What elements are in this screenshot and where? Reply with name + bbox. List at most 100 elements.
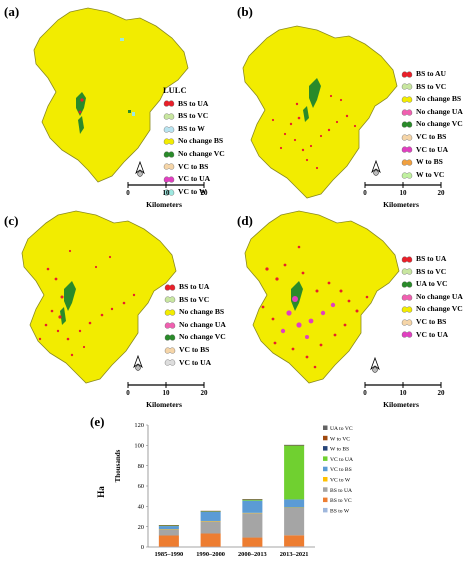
chart-legend-swatch: [323, 477, 328, 482]
legend-swatch-icon: [163, 125, 175, 134]
legend-item: No change VC: [401, 118, 463, 131]
bar-segment: [158, 525, 179, 527]
legend-swatch-icon: [164, 333, 176, 342]
chart-legend-swatch: [323, 466, 328, 472]
north-arrow-icon: [132, 354, 144, 376]
legend-item: VC to BS: [164, 344, 226, 357]
legend-label: No change UA: [416, 291, 463, 301]
legend-label: BS to VC: [416, 81, 447, 91]
legend-label: BS to VC: [178, 111, 209, 121]
legend-label: VC to BS: [179, 344, 210, 354]
north-arrow-icon: [370, 159, 382, 181]
map-panel-d: (d) BS to UA BS to VC UA to VC No change UA…: [237, 207, 474, 409]
north-arrow-icon: [369, 356, 381, 378]
chart-legend-swatch: [323, 497, 328, 503]
legend-swatch-icon: [401, 171, 413, 180]
scale-tick-10: 10: [162, 189, 170, 197]
legend-item: UA to VC: [401, 278, 463, 291]
legend-item: BS to W: [163, 123, 225, 136]
legend-swatch-icon: [401, 120, 413, 129]
y-tick-label: 120: [134, 422, 144, 429]
legend-swatch-icon: [163, 112, 175, 121]
map-panel-c: (c) BS to UA BS to VC No change BS No chang…: [0, 207, 237, 409]
legend-label: UA to VC: [416, 279, 448, 289]
legend-item: BS to VC: [401, 266, 463, 279]
y-tick-label: 20: [138, 524, 144, 531]
legend-swatch-icon: [164, 308, 176, 317]
y-axis-label: Ha: [96, 486, 106, 498]
legend-item: No change VC: [401, 303, 463, 316]
legend-swatch-icon: [401, 70, 413, 79]
stacked-bar-chart: 0 20 40 60 80 100 120 Thousands Ha 1985–1990 1990–…: [96, 422, 353, 558]
chart-legend-label: VC to UA: [330, 457, 353, 463]
panel-label-e: (e): [90, 414, 105, 429]
legend-label: VC to W: [178, 186, 207, 196]
legend-swatch-icon: [401, 255, 413, 264]
y-tick-label: 0: [141, 544, 144, 551]
legend-a: LULC BS to UA BS to VC BS to W No change BS…: [163, 84, 225, 198]
legend-swatch-icon: [401, 82, 413, 91]
chart-legend-swatch: [323, 487, 328, 492]
panel-label-b: (b): [237, 4, 253, 19]
scale-unit: Kilometers: [146, 200, 182, 209]
bar-segment: [158, 529, 179, 536]
y-tick-label: 80: [138, 463, 144, 470]
legend-item: VC to UA: [164, 357, 226, 370]
bar-segment: [242, 513, 263, 538]
basin-map-b: [242, 25, 398, 199]
legend-label: VC to UA: [416, 329, 449, 339]
chart-legend-label: VC to W: [330, 478, 351, 484]
chart-legend-label: W to BS: [330, 447, 349, 453]
legend-label: No change BS: [178, 136, 224, 146]
legend-swatch-icon: [163, 175, 175, 184]
legend-swatch-icon: [164, 346, 176, 355]
basin-map-c: [21, 210, 177, 384]
legend-label: VC to BS: [416, 131, 447, 141]
legend-item: No change BS: [163, 135, 225, 148]
legend-swatch-icon: [163, 150, 175, 159]
scale-tick-10: 10: [399, 189, 407, 197]
legend-swatch-icon: [401, 330, 413, 339]
legend-swatch-icon: [163, 137, 175, 146]
legend-item: W to BS: [401, 156, 463, 169]
legend-item: VC to UA: [401, 329, 463, 342]
legend-item: BS to VC: [163, 110, 225, 123]
scale-unit: Kilometers: [383, 200, 419, 209]
bar-segment: [284, 535, 305, 547]
legend-swatch-icon: [401, 145, 413, 154]
legend-item: No change UA: [401, 291, 463, 304]
legend-item: No change UA: [401, 106, 463, 119]
legend-item: BS to VC: [401, 81, 463, 94]
legend-item: VC to BS: [401, 131, 463, 144]
bar-segment: [242, 500, 263, 513]
bar-segment: [284, 445, 305, 500]
legend-label: No change UA: [416, 106, 463, 116]
legend-label: No change BS: [416, 94, 462, 104]
chart-legend-swatch: [323, 456, 328, 461]
legend-label: VC to BS: [178, 161, 209, 171]
x-tick-label: 2013–2021: [280, 551, 309, 558]
legend-title-a: LULC: [163, 85, 187, 95]
legend-c: BS to UA BS to VC No change BS No change UA…: [164, 281, 226, 369]
legend-label: BS to UA: [416, 254, 447, 263]
legend-swatch-icon: [401, 108, 413, 117]
scale-tick-10: 10: [399, 389, 407, 397]
legend-swatch-icon: [401, 318, 413, 327]
scale-tick-20: 20: [437, 389, 445, 397]
legend-item: VC to BS: [401, 316, 463, 329]
bar-segment: [284, 546, 305, 547]
bar-segment: [200, 521, 221, 534]
legend-label: No change VC: [416, 119, 463, 129]
legend-item: VC to W: [163, 186, 225, 199]
legend-item: BS to UA: [163, 98, 225, 111]
scale-tick-0: 0: [126, 189, 130, 197]
legend-swatch-icon: [401, 267, 413, 276]
legend-swatch-icon: [164, 358, 176, 367]
legend-label: BS to UA: [179, 282, 210, 291]
legend-item: No change BS: [164, 306, 226, 319]
legend-b: BS to AU BS to VC No change BS No change UA…: [401, 68, 463, 181]
chart-legend-label: VC to BS: [330, 467, 352, 473]
legend-label: No change VC: [416, 304, 463, 314]
legend-item: No change VC: [163, 148, 225, 161]
legend-swatch-icon: [164, 283, 176, 292]
